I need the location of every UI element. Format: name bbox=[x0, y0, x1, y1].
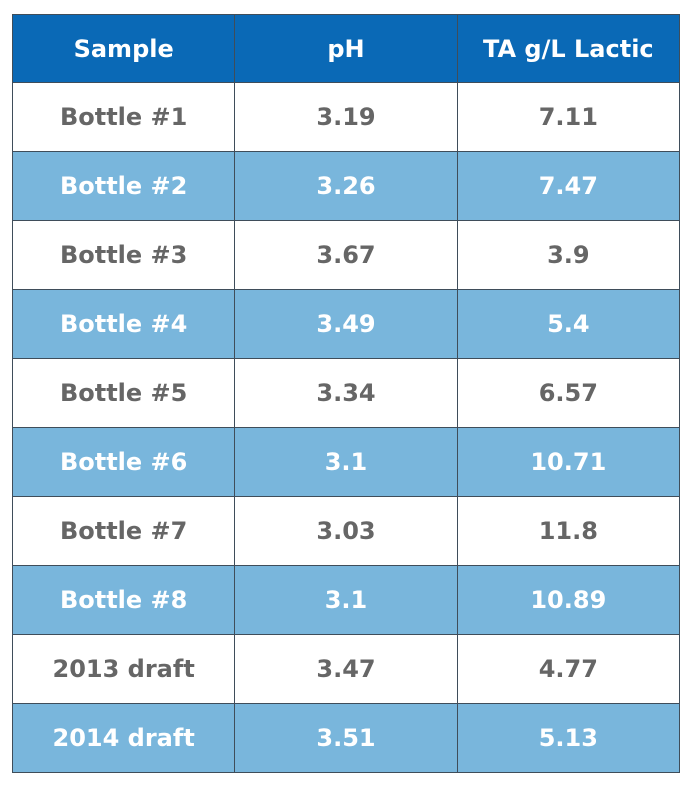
cell-ta: 10.71 bbox=[456, 427, 681, 497]
table-row: Bottle #2 3.26 7.47 bbox=[11, 151, 681, 221]
cell-ph: 3.19 bbox=[234, 82, 458, 152]
cell-sample: Bottle #1 bbox=[11, 82, 236, 152]
cell-ph: 3.47 bbox=[234, 634, 458, 704]
cell-ph: 3.67 bbox=[234, 220, 458, 290]
table-row: Bottle #5 3.34 6.57 bbox=[11, 358, 681, 428]
header-sample: Sample bbox=[11, 14, 236, 83]
cell-ta: 7.47 bbox=[456, 151, 681, 221]
cell-ta: 3.9 bbox=[456, 220, 681, 290]
cell-ph: 3.1 bbox=[234, 565, 458, 635]
table-row: 2013 draft 3.47 4.77 bbox=[11, 634, 681, 704]
cell-ph: 3.49 bbox=[234, 289, 458, 359]
cell-ph: 3.26 bbox=[234, 151, 458, 221]
cell-sample: 2013 draft bbox=[11, 634, 236, 704]
cell-ta: 7.11 bbox=[456, 82, 681, 152]
cell-sample: Bottle #4 bbox=[11, 289, 236, 359]
header-row: Sample pH TA g/L Lactic bbox=[11, 14, 681, 83]
header-ph: pH bbox=[234, 14, 458, 83]
table-row: Bottle #7 3.03 11.8 bbox=[11, 496, 681, 566]
cell-ta: 10.89 bbox=[456, 565, 681, 635]
cell-sample: Bottle #8 bbox=[11, 565, 236, 635]
cell-sample: Bottle #3 bbox=[11, 220, 236, 290]
cell-sample: 2014 draft bbox=[11, 703, 236, 773]
cell-ph: 3.1 bbox=[234, 427, 458, 497]
data-table: Sample pH TA g/L Lactic Bottle #1 3.19 7.1… bbox=[11, 14, 681, 773]
cell-ph: 3.34 bbox=[234, 358, 458, 428]
table-row: 2014 draft 3.51 5.13 bbox=[11, 703, 681, 773]
table-row: Bottle #4 3.49 5.4 bbox=[11, 289, 681, 359]
table-row: Bottle #6 3.1 10.71 bbox=[11, 427, 681, 497]
table-row: Bottle #1 3.19 7.11 bbox=[11, 82, 681, 152]
cell-ta: 4.77 bbox=[456, 634, 681, 704]
table-row: Bottle #8 3.1 10.89 bbox=[11, 565, 681, 635]
cell-ta: 5.13 bbox=[456, 703, 681, 773]
cell-ph: 3.51 bbox=[234, 703, 458, 773]
cell-sample: Bottle #6 bbox=[11, 427, 236, 497]
cell-ta: 11.8 bbox=[456, 496, 681, 566]
cell-sample: Bottle #5 bbox=[11, 358, 236, 428]
cell-ph: 3.03 bbox=[234, 496, 458, 566]
cell-sample: Bottle #7 bbox=[11, 496, 236, 566]
header-ta: TA g/L Lactic bbox=[456, 14, 681, 83]
cell-ta: 5.4 bbox=[456, 289, 681, 359]
table-row: Bottle #3 3.67 3.9 bbox=[11, 220, 681, 290]
cell-ta: 6.57 bbox=[456, 358, 681, 428]
cell-sample: Bottle #2 bbox=[11, 151, 236, 221]
